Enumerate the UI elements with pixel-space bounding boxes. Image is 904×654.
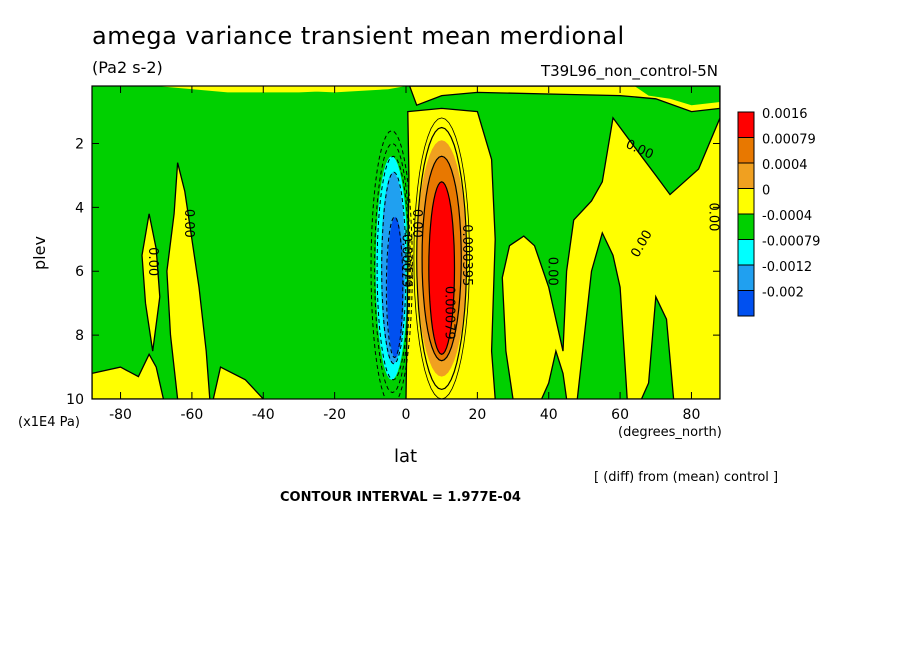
run-name: T39L96_non_control-5N: [540, 62, 718, 80]
colorbar-swatch: [737, 188, 755, 215]
zero-contour-2: [408, 86, 720, 113]
zero-contour-1: [406, 86, 720, 399]
zero-contour-5: [141, 213, 161, 352]
colorbar-label: -0.00079: [762, 235, 820, 250]
negative-corner-region: [634, 86, 720, 106]
negative-contour-4: [381, 171, 407, 365]
y-tick-label: 8: [75, 328, 84, 344]
y-axis-units: (x1E4 Pa): [18, 415, 80, 430]
zero-contour-7: [212, 366, 265, 399]
diff-note: [ (diff) from (mean) control ]: [594, 470, 779, 485]
negative-contour-2: [374, 142, 411, 394]
y-tick-label: 10: [66, 392, 84, 408]
x-axis-units: (degrees_north): [618, 425, 722, 440]
x-tick-label: 80: [683, 407, 701, 423]
positive-contour-3: [421, 155, 462, 362]
y-tick-label: 2: [75, 136, 84, 152]
chart-title: amega variance transient mean merdional: [92, 22, 625, 50]
contour-label-4: 0.00: [545, 257, 560, 286]
zero-contour-3: [405, 107, 496, 399]
positive-contour-2: [416, 126, 468, 391]
y-axis: 2 4 6 8 10: [66, 136, 720, 408]
contour-label-3: 0.00: [145, 247, 160, 276]
colorbar-swatch: [737, 264, 755, 291]
negative-contour-1: [370, 130, 413, 399]
zero-contour-6: [92, 352, 165, 399]
colorbar-swatch: [737, 137, 755, 164]
contour-label-10: -0.00079: [398, 229, 413, 287]
y-axis-label: plev: [30, 236, 49, 270]
x-tick-label: 40: [540, 407, 558, 423]
negative-band-high: [387, 216, 404, 358]
y-tick-label: 6: [75, 264, 84, 280]
colorbar-label: 0.0016: [762, 107, 808, 122]
contour-lines: [92, 86, 720, 399]
positive-region-6: [92, 354, 164, 399]
colorbar-swatch: [737, 213, 755, 240]
chart-units: (Pa2 s-2): [92, 58, 163, 77]
y-tick-label: 4: [75, 200, 84, 216]
positive-contour-1: [413, 117, 470, 399]
contour-interval: CONTOUR INTERVAL = 1.977E-04: [280, 490, 521, 505]
x-tick-label: 60: [611, 407, 629, 423]
x-tick-label: -40: [252, 407, 275, 423]
colorbar-swatch: [737, 239, 755, 266]
x-axis-label: lat: [394, 446, 418, 467]
contour-label-6: 0.00: [705, 202, 720, 231]
positive-region-4: [166, 162, 210, 399]
colorbar: 0.0016 0.00079 0.0004 0 -0.0004 -0.00079 -0.00…: [737, 107, 820, 317]
colorbar-label: -0.0004: [762, 209, 812, 224]
contour-label-8: 0.00079: [441, 286, 456, 340]
x-tick-label: -80: [109, 407, 132, 423]
x-tick-label: -60: [180, 407, 203, 423]
positive-region-1: [406, 86, 720, 399]
contour-label-2: 0.00: [181, 209, 196, 238]
contour-label-7: 0.00: [409, 209, 424, 238]
colorbar-label: -0.002: [762, 286, 804, 301]
positive-band-high: [428, 181, 455, 355]
positive-region-7: [213, 367, 264, 399]
x-tick-label: 20: [468, 407, 486, 423]
positive-region-9: [92, 86, 399, 93]
positive-region-5: [142, 213, 160, 352]
x-tick-label: -20: [323, 407, 346, 423]
x-tick-label: 0: [402, 407, 411, 423]
colorbar-label: 0.0004: [762, 158, 808, 173]
zero-contour-4: [166, 162, 211, 399]
negative-contour-5: [385, 216, 404, 359]
colorbar-swatch: [737, 162, 755, 189]
colorbar-label: 0.00079: [762, 133, 816, 148]
colorbar-label: 0: [762, 184, 770, 199]
colorbar-swatch: [737, 111, 755, 138]
x-axis: -80 -60 -40 -20 0 20 40 60 80: [109, 86, 700, 423]
colorbar-swatch: [737, 290, 755, 317]
colorbar-label: -0.0012: [762, 260, 812, 275]
contour-label-9: 0.000395: [459, 224, 474, 286]
positive-contour-4: [428, 181, 456, 355]
